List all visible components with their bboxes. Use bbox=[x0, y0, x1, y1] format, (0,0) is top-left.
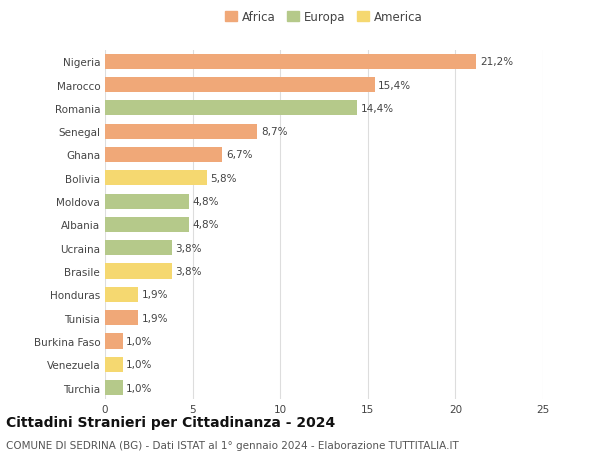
Text: 14,4%: 14,4% bbox=[361, 104, 394, 114]
Bar bbox=[105, 334, 122, 349]
Text: 6,7%: 6,7% bbox=[226, 150, 253, 160]
Text: 3,8%: 3,8% bbox=[175, 266, 202, 276]
Bar bbox=[105, 380, 122, 395]
Text: COMUNE DI SEDRINA (BG) - Dati ISTAT al 1° gennaio 2024 - Elaborazione TUTTITALIA: COMUNE DI SEDRINA (BG) - Dati ISTAT al 1… bbox=[6, 440, 459, 450]
Bar bbox=[105, 194, 189, 209]
Text: 21,2%: 21,2% bbox=[480, 57, 513, 67]
Bar bbox=[105, 171, 206, 186]
Text: 4,8%: 4,8% bbox=[193, 220, 219, 230]
Bar bbox=[105, 78, 375, 93]
Bar bbox=[105, 55, 476, 70]
Text: 1,9%: 1,9% bbox=[142, 313, 168, 323]
Text: 3,8%: 3,8% bbox=[175, 243, 202, 253]
Bar bbox=[105, 264, 172, 279]
Bar bbox=[105, 124, 257, 140]
Text: 4,8%: 4,8% bbox=[193, 196, 219, 207]
Bar bbox=[105, 357, 122, 372]
Legend: Africa, Europa, America: Africa, Europa, America bbox=[226, 11, 422, 24]
Bar bbox=[105, 287, 138, 302]
Text: 1,0%: 1,0% bbox=[126, 336, 152, 346]
Bar bbox=[105, 218, 189, 232]
Text: Cittadini Stranieri per Cittadinanza - 2024: Cittadini Stranieri per Cittadinanza - 2… bbox=[6, 415, 335, 429]
Text: 1,0%: 1,0% bbox=[126, 383, 152, 393]
Text: 15,4%: 15,4% bbox=[379, 80, 412, 90]
Bar bbox=[105, 241, 172, 256]
Bar bbox=[105, 101, 357, 116]
Text: 5,8%: 5,8% bbox=[210, 174, 236, 184]
Bar bbox=[105, 310, 138, 325]
Text: 1,9%: 1,9% bbox=[142, 290, 168, 300]
Text: 8,7%: 8,7% bbox=[261, 127, 287, 137]
Bar bbox=[105, 148, 223, 162]
Text: 1,0%: 1,0% bbox=[126, 359, 152, 369]
